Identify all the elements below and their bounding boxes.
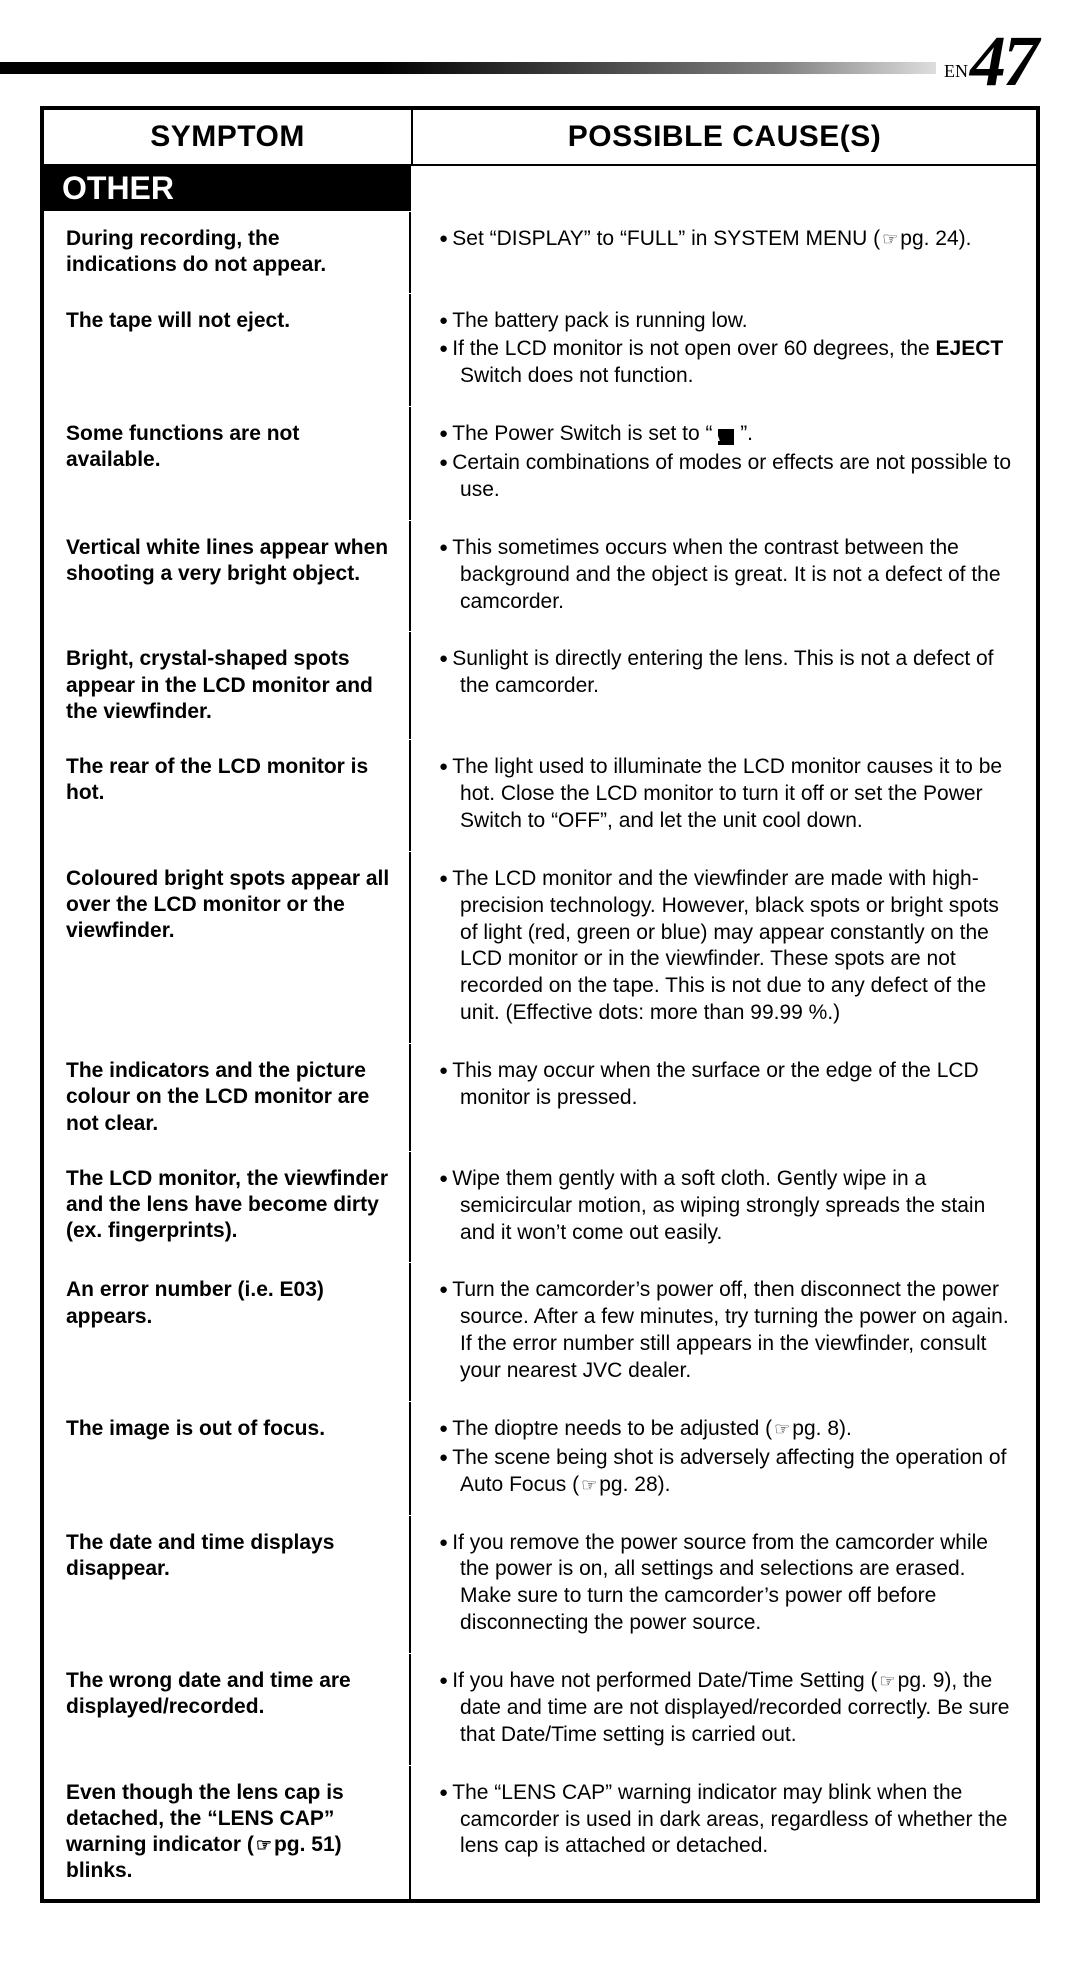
table-header-row: SYMPTOM POSSIBLE CAUSE(S) [44, 110, 1036, 164]
symptom-cell: Vertical white lines appear when shootin… [44, 521, 411, 632]
table-row: The image is out of focus. The dioptre ne… [44, 1401, 1036, 1515]
cause-item: The battery pack is running low. [460, 308, 1012, 335]
page-number: EN47 [936, 20, 1036, 103]
cause-cell: The Power Switch is set to “ A ”.Certain… [411, 407, 1036, 520]
cause-cell: Set “DISPLAY” to “FULL” in SYSTEM MENU (… [411, 212, 1036, 293]
page-ref-icon [254, 1833, 274, 1856]
cause-item: The scene being shot is adversely affect… [460, 1445, 1012, 1499]
page-lang-code: EN [944, 61, 968, 81]
cause-cell: If you have not performed Date/Time Sett… [411, 1654, 1036, 1765]
table-row: Vertical white lines appear when shootin… [44, 520, 1036, 632]
cause-item: The dioptre needs to be adjusted (pg. 8)… [460, 1416, 1012, 1443]
table-row: Coloured bright spots appear all over th… [44, 851, 1036, 1043]
table-row: The date and time displays disappear. If … [44, 1515, 1036, 1654]
symptom-cell: The indicators and the picture colour on… [44, 1044, 411, 1151]
page-ref-icon [880, 227, 900, 250]
auto-mode-icon: A [718, 429, 734, 445]
header-gradient-bar [0, 62, 1080, 74]
troubleshooting-table: SYMPTOM POSSIBLE CAUSE(S) OTHER During r… [40, 106, 1040, 1903]
cause-item: Wipe them gently with a soft cloth. Gent… [460, 1166, 1012, 1247]
section-blank [411, 166, 1036, 211]
cause-item: This may occur when the surface or the e… [460, 1058, 1012, 1112]
symptom-cell: During recording, the indications do not… [44, 212, 411, 293]
symptom-cell: Coloured bright spots appear all over th… [44, 852, 411, 1043]
cause-item: If you have not performed Date/Time Sett… [460, 1668, 1012, 1749]
page-ref-icon [579, 1473, 599, 1496]
symptom-cell: The LCD monitor, the viewfinder and the … [44, 1152, 411, 1263]
section-label: OTHER [44, 166, 411, 211]
cause-cell: Sunlight is directly entering the lens. … [411, 632, 1036, 739]
symptom-cell: Some functions are not available. [44, 407, 411, 520]
cause-cell: Wipe them gently with a soft cloth. Gent… [411, 1152, 1036, 1263]
page-header: EN47 [40, 40, 1040, 100]
cause-item: Certain combinations of modes or effects… [460, 450, 1012, 504]
cause-item: This sometimes occurs when the contrast … [460, 535, 1012, 616]
cause-item: If you remove the power source from the … [460, 1530, 1012, 1638]
table-row: Bright, crystal-shaped spots appear in t… [44, 631, 1036, 739]
cause-cell: If you remove the power source from the … [411, 1516, 1036, 1654]
cause-cell: The LCD monitor and the viewfinder are m… [411, 852, 1036, 1043]
symptom-cell: Bright, crystal-shaped spots appear in t… [44, 632, 411, 739]
cause-item: Set “DISPLAY” to “FULL” in SYSTEM MENU (… [460, 226, 1012, 253]
cause-item: The “LENS CAP” warning indicator may bli… [460, 1780, 1012, 1861]
table-row: Even though the lens cap is detached, th… [44, 1765, 1036, 1899]
header-cause: POSSIBLE CAUSE(S) [413, 110, 1036, 164]
page-number-value: 47 [970, 21, 1036, 101]
page-ref-icon [772, 1417, 792, 1440]
cause-cell: The “LENS CAP” warning indicator may bli… [411, 1766, 1036, 1899]
symptom-cell: The wrong date and time are displayed/re… [44, 1654, 411, 1765]
cause-item: Turn the camcorder’s power off, then dis… [460, 1277, 1012, 1385]
cause-cell: This sometimes occurs when the contrast … [411, 521, 1036, 632]
cause-item: If the LCD monitor is not open over 60 d… [460, 336, 1012, 390]
table-row: An error number (i.e. E03) appears. Turn … [44, 1262, 1036, 1401]
cause-cell: The light used to illuminate the LCD mon… [411, 740, 1036, 851]
table-row: The LCD monitor, the viewfinder and the … [44, 1151, 1036, 1263]
symptom-cell: The tape will not eject. [44, 294, 411, 407]
table-row: The tape will not eject.The battery pack… [44, 293, 1036, 407]
cause-cell: The dioptre needs to be adjusted (pg. 8)… [411, 1402, 1036, 1515]
symptom-cell: The date and time displays disappear. [44, 1516, 411, 1654]
table-row: Some functions are not available.The Pow… [44, 406, 1036, 520]
cause-item: The LCD monitor and the viewfinder are m… [460, 866, 1012, 1027]
symptom-cell: The image is out of focus. [44, 1402, 411, 1515]
header-symptom: SYMPTOM [44, 110, 413, 164]
table-row: During recording, the indications do not… [44, 211, 1036, 293]
table-body: During recording, the indications do not… [44, 211, 1036, 1899]
section-row: OTHER [44, 164, 1036, 211]
symptom-cell: The rear of the LCD monitor is hot. [44, 740, 411, 851]
page-ref-icon [878, 1669, 898, 1692]
cause-cell: The battery pack is running low.If the L… [411, 294, 1036, 407]
cause-item: The Power Switch is set to “ A ”. [460, 421, 1012, 448]
cause-cell: Turn the camcorder’s power off, then dis… [411, 1263, 1036, 1401]
table-row: The wrong date and time are displayed/re… [44, 1653, 1036, 1765]
symptom-cell: An error number (i.e. E03) appears. [44, 1263, 411, 1401]
cause-item: Sunlight is directly entering the lens. … [460, 646, 1012, 700]
cause-cell: This may occur when the surface or the e… [411, 1044, 1036, 1151]
table-row: The rear of the LCD monitor is hot. The l… [44, 739, 1036, 851]
table-row: The indicators and the picture colour on… [44, 1043, 1036, 1151]
symptom-cell: Even though the lens cap is detached, th… [44, 1766, 411, 1899]
cause-item: The light used to illuminate the LCD mon… [460, 754, 1012, 835]
